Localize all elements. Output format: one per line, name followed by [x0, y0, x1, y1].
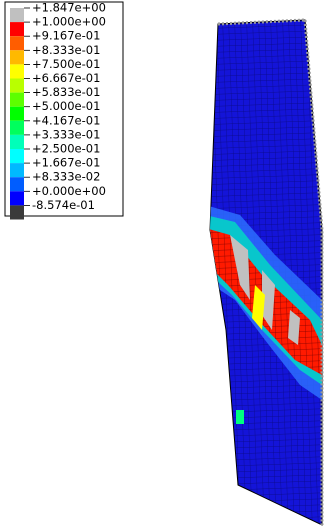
legend-label: +1.847e+00 [32, 1, 106, 15]
legend-label: +0.000e+00 [32, 184, 106, 198]
legend-swatch [10, 79, 24, 93]
plate [205, 20, 322, 525]
legend-label: +1.667e-01 [32, 156, 100, 170]
legend-label: +5.833e-01 [32, 85, 100, 99]
legend-label: +2.500e-01 [32, 142, 100, 156]
legend-label: -8.574e-01 [32, 198, 95, 212]
legend-swatch [10, 177, 24, 191]
legend-label: +8.333e-02 [32, 170, 100, 184]
legend-swatch [10, 22, 24, 36]
legend-label: +9.167e-01 [32, 29, 100, 43]
legend-swatch [10, 107, 24, 121]
legend-swatch [10, 191, 24, 205]
legend-swatch [10, 205, 24, 219]
legend-swatch [10, 121, 24, 135]
legend-label: +1.000e+00 [32, 15, 106, 29]
legend-label: +7.500e-01 [32, 57, 100, 71]
legend-label: +8.333e-01 [32, 43, 100, 57]
legend-swatch [10, 36, 24, 50]
legend-swatch [10, 163, 24, 177]
legend-swatch [10, 149, 24, 163]
legend-swatch [10, 50, 24, 64]
page: +1.847e+00+1.000e+00+9.167e-01+8.333e-01… [0, 0, 331, 530]
legend-swatch [10, 64, 24, 78]
legend-label: +6.667e-01 [32, 71, 100, 85]
legend-swatch [10, 93, 24, 107]
legend-label: +5.000e-01 [32, 99, 100, 113]
legend-label: +3.333e-01 [32, 127, 100, 141]
legend-label: +4.167e-01 [32, 113, 100, 127]
legend-swatch [10, 8, 24, 22]
legend-swatch [10, 135, 24, 149]
viewport: +1.847e+00+1.000e+00+9.167e-01+8.333e-01… [0, 0, 331, 530]
